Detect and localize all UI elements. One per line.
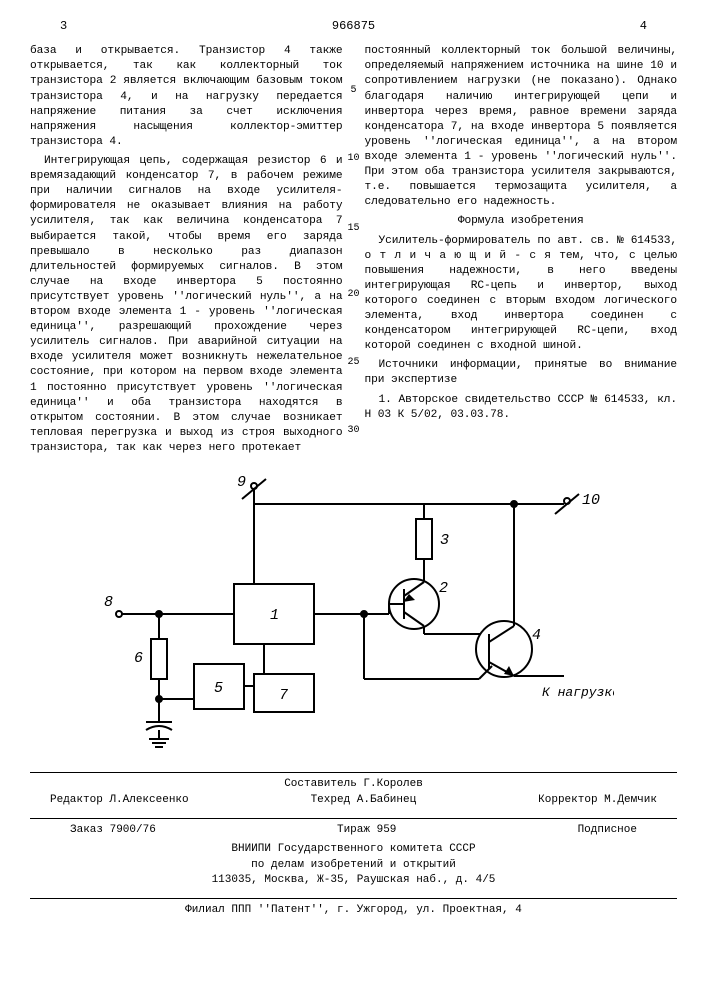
divider — [30, 772, 677, 773]
editor: Редактор Л.Алексеенко — [50, 793, 189, 808]
techred: Техред А.Бабинец — [311, 793, 417, 808]
component-label: 3 — [440, 532, 449, 549]
paragraph: постоянный коллекторный ток большой вели… — [365, 44, 678, 210]
section-heading: Формула изобретения — [365, 214, 678, 229]
component-label: 4 — [532, 627, 541, 644]
document-number: 966875 — [332, 18, 375, 34]
block-label: 5 — [214, 680, 223, 697]
left-column: база и открывается. Транзистор 4 также о… — [30, 44, 343, 460]
paragraph: 1. Авторское свидетельство СССР № 614533… — [365, 393, 678, 423]
component-label: 2 — [439, 580, 448, 597]
page-header: 3 966875 4 — [30, 18, 677, 34]
order: Заказ 7900/76 — [70, 823, 156, 838]
compiler: Составитель Г.Королев — [30, 777, 677, 792]
address: Филиал ППП ''Патент'', г. Ужгород, ул. П… — [30, 903, 677, 918]
address: 113035, Москва, Ж-35, Раушская наб., д. … — [30, 873, 677, 888]
output-label: К нагрузке — [542, 685, 614, 700]
body-text: 5 10 15 20 25 30 база и открывается. Тра… — [30, 44, 677, 460]
line-number: 30 — [346, 424, 362, 438]
divider — [30, 818, 677, 819]
terminal-label: 8 — [104, 594, 113, 611]
terminal-label: 10 — [582, 492, 600, 509]
line-number: 10 — [346, 152, 362, 166]
block-label: 7 — [279, 687, 288, 704]
org-line: по делам изобретений и открытий — [30, 858, 677, 873]
block-label: 1 — [270, 607, 279, 624]
line-number: 5 — [346, 84, 362, 98]
tirazh: Тираж 959 — [337, 823, 396, 838]
page-num-right: 4 — [640, 18, 647, 34]
paragraph: база и открывается. Транзистор 4 также о… — [30, 44, 343, 150]
sub: Подписное — [578, 823, 637, 838]
circuit-diagram: 9 10 3 2 4 1 5 7 6 8 К нагрузке — [30, 474, 677, 754]
paragraph: Интегрирующая цепь, содержащая резистор … — [30, 154, 343, 456]
line-number: 20 — [346, 288, 362, 302]
footer-block: Составитель Г.Королев Редактор Л.Алексее… — [30, 777, 677, 919]
schematic-svg: 9 10 3 2 4 1 5 7 6 8 К нагрузке — [94, 474, 614, 754]
org-line: ВНИИПИ Государственного комитета СССР — [30, 842, 677, 857]
paragraph: Усилитель-формирователь по авт. св. № 61… — [365, 234, 678, 355]
divider — [30, 898, 677, 899]
line-number: 15 — [346, 222, 362, 236]
sources-heading: Источники информации, принятые во вниман… — [365, 358, 678, 388]
corrector: Корректор М.Демчик — [538, 793, 657, 808]
line-number: 25 — [346, 356, 362, 370]
component-label: 6 — [134, 650, 143, 667]
terminal-label: 9 — [237, 474, 246, 491]
page-num-left: 3 — [60, 18, 67, 34]
right-column: постоянный коллекторный ток большой вели… — [365, 44, 678, 460]
